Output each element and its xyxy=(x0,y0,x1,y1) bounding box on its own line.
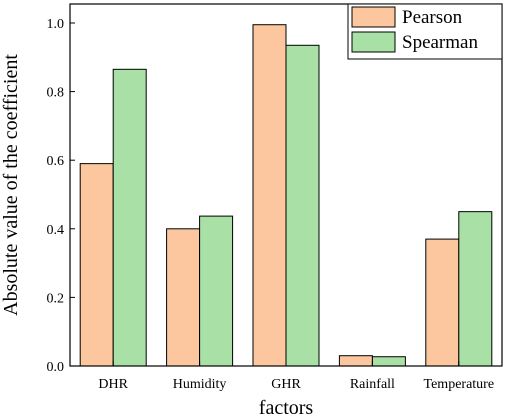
bar-spearman-humidity xyxy=(199,215,234,367)
bar-spearman-rainfall xyxy=(371,356,406,367)
bar-pearson-humidity xyxy=(166,228,201,367)
y-tick-label: 0.4 xyxy=(47,223,65,238)
x-axis-title: factors xyxy=(259,397,314,419)
legend-label-pearson: Pearson xyxy=(402,7,463,28)
y-tick-label: 0.0 xyxy=(47,360,65,375)
legend-swatch-spearman xyxy=(351,31,396,53)
x-tick-label: DHR xyxy=(98,377,128,392)
y-tick-label: 1.0 xyxy=(47,17,65,32)
x-tick-label: GHR xyxy=(271,377,301,392)
x-tick-label: Rainfall xyxy=(350,377,395,392)
bar-pearson-rainfall xyxy=(338,355,373,367)
y-tick-label: 0.8 xyxy=(47,86,65,101)
bar-spearman-temperature xyxy=(458,211,493,367)
bar-spearman-dhr xyxy=(112,68,147,367)
y-tick-label: 0.2 xyxy=(47,291,65,306)
legend-swatch-pearson xyxy=(351,6,396,28)
legend: Pearson Spearman xyxy=(347,3,503,60)
bar-pearson-dhr xyxy=(79,163,114,367)
legend-label-spearman: Spearman xyxy=(402,32,478,53)
bars xyxy=(79,24,493,367)
bar-spearman-ghr xyxy=(285,44,320,367)
y-axis: 0.0 0.2 0.4 0.6 0.8 1.0 xyxy=(47,17,75,375)
x-tick-label: Temperature xyxy=(424,377,495,392)
bar-pearson-ghr xyxy=(252,24,287,367)
x-axis: DHR Humidity GHR Rainfall Temperature xyxy=(98,361,494,392)
bar-pearson-temperature xyxy=(425,238,460,367)
y-tick-label: 0.6 xyxy=(47,154,65,169)
x-tick-label: Humidity xyxy=(173,377,227,392)
y-axis-title: Absolute value of the coefficient xyxy=(0,54,22,316)
